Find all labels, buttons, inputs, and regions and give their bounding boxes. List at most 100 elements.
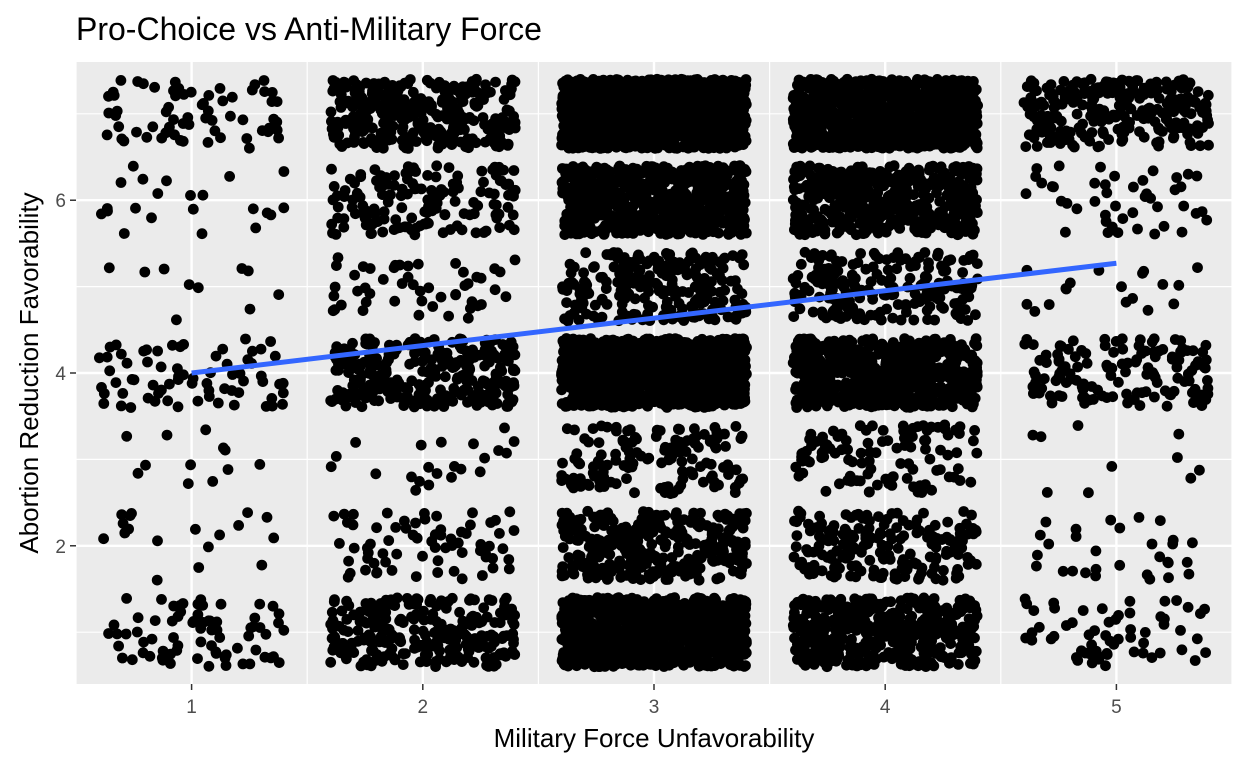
data-point	[149, 615, 161, 626]
data-point	[471, 400, 483, 411]
data-point	[240, 333, 251, 345]
data-point	[598, 229, 610, 240]
data-point	[113, 121, 125, 133]
data-point	[608, 534, 619, 546]
data-point	[483, 396, 494, 408]
data-point	[347, 194, 359, 206]
data-point	[247, 345, 258, 357]
data-point	[113, 640, 124, 652]
data-point	[149, 395, 161, 407]
data-point	[357, 305, 369, 316]
data-point	[509, 184, 521, 196]
data-point	[467, 507, 478, 519]
data-point	[693, 382, 705, 394]
data-point	[644, 658, 655, 670]
data-point	[338, 191, 350, 203]
data-point	[125, 402, 137, 413]
data-point	[111, 628, 123, 640]
data-point	[614, 264, 625, 275]
data-point	[450, 258, 461, 269]
data-point	[183, 119, 195, 130]
data-point	[717, 262, 729, 274]
data-point	[727, 537, 738, 548]
data-point	[260, 628, 272, 640]
data-point	[232, 642, 243, 654]
data-point	[152, 345, 164, 357]
data-point	[338, 213, 350, 225]
data-point	[641, 258, 653, 270]
data-point	[735, 603, 747, 615]
data-point	[483, 661, 494, 672]
data-point	[607, 611, 619, 622]
data-point	[371, 522, 382, 534]
data-point	[406, 375, 418, 387]
data-point	[643, 286, 654, 297]
data-point	[456, 389, 467, 401]
data-point	[465, 519, 476, 531]
data-point	[697, 638, 709, 650]
data-point	[222, 464, 234, 475]
data-point	[454, 606, 465, 618]
data-point	[435, 436, 447, 448]
data-point	[556, 375, 568, 386]
data-point	[337, 387, 349, 398]
data-point	[410, 517, 421, 529]
data-point	[127, 160, 139, 172]
data-point	[412, 258, 424, 270]
data-point	[638, 506, 649, 517]
data-point	[725, 657, 737, 669]
data-point	[468, 197, 480, 208]
data-point	[357, 137, 369, 148]
data-point	[103, 262, 115, 274]
data-point	[721, 191, 733, 203]
data-point	[192, 653, 203, 664]
data-point	[627, 177, 639, 189]
data-point	[375, 598, 387, 609]
data-point	[370, 468, 382, 480]
data-point	[414, 476, 425, 487]
data-point	[485, 517, 497, 528]
data-point	[218, 442, 229, 454]
data-point	[474, 466, 486, 478]
data-point	[273, 132, 284, 144]
data-point	[228, 399, 240, 411]
data-point	[480, 350, 492, 362]
data-point	[719, 347, 731, 358]
data-point	[146, 212, 157, 224]
data-point	[417, 346, 429, 358]
data-point	[413, 309, 425, 321]
data-point	[238, 375, 249, 387]
data-point	[711, 573, 723, 585]
data-point	[687, 469, 699, 481]
data-point	[431, 510, 442, 522]
data-point	[244, 142, 255, 154]
data-point	[439, 371, 451, 383]
data-point	[563, 636, 575, 648]
data-point	[490, 113, 501, 124]
data-point	[605, 249, 617, 261]
data-point	[559, 215, 571, 227]
data-point	[659, 487, 671, 498]
data-point	[654, 340, 666, 351]
data-point	[390, 522, 402, 533]
data-point	[338, 76, 350, 88]
data-point	[352, 363, 364, 375]
data-point	[737, 548, 748, 559]
data-point	[196, 228, 208, 240]
data-point	[448, 565, 460, 577]
data-point	[508, 224, 520, 236]
data-point	[357, 200, 369, 212]
data-point	[406, 212, 418, 224]
data-point	[265, 209, 277, 221]
data-point	[101, 129, 113, 141]
data-point	[678, 444, 689, 455]
data-point	[347, 380, 359, 391]
data-point	[197, 189, 209, 201]
data-point	[707, 251, 718, 263]
data-point	[101, 351, 113, 363]
data-point	[617, 397, 629, 408]
data-point	[729, 487, 741, 498]
data-point	[337, 117, 348, 129]
data-point	[683, 287, 694, 298]
data-point	[423, 97, 434, 109]
